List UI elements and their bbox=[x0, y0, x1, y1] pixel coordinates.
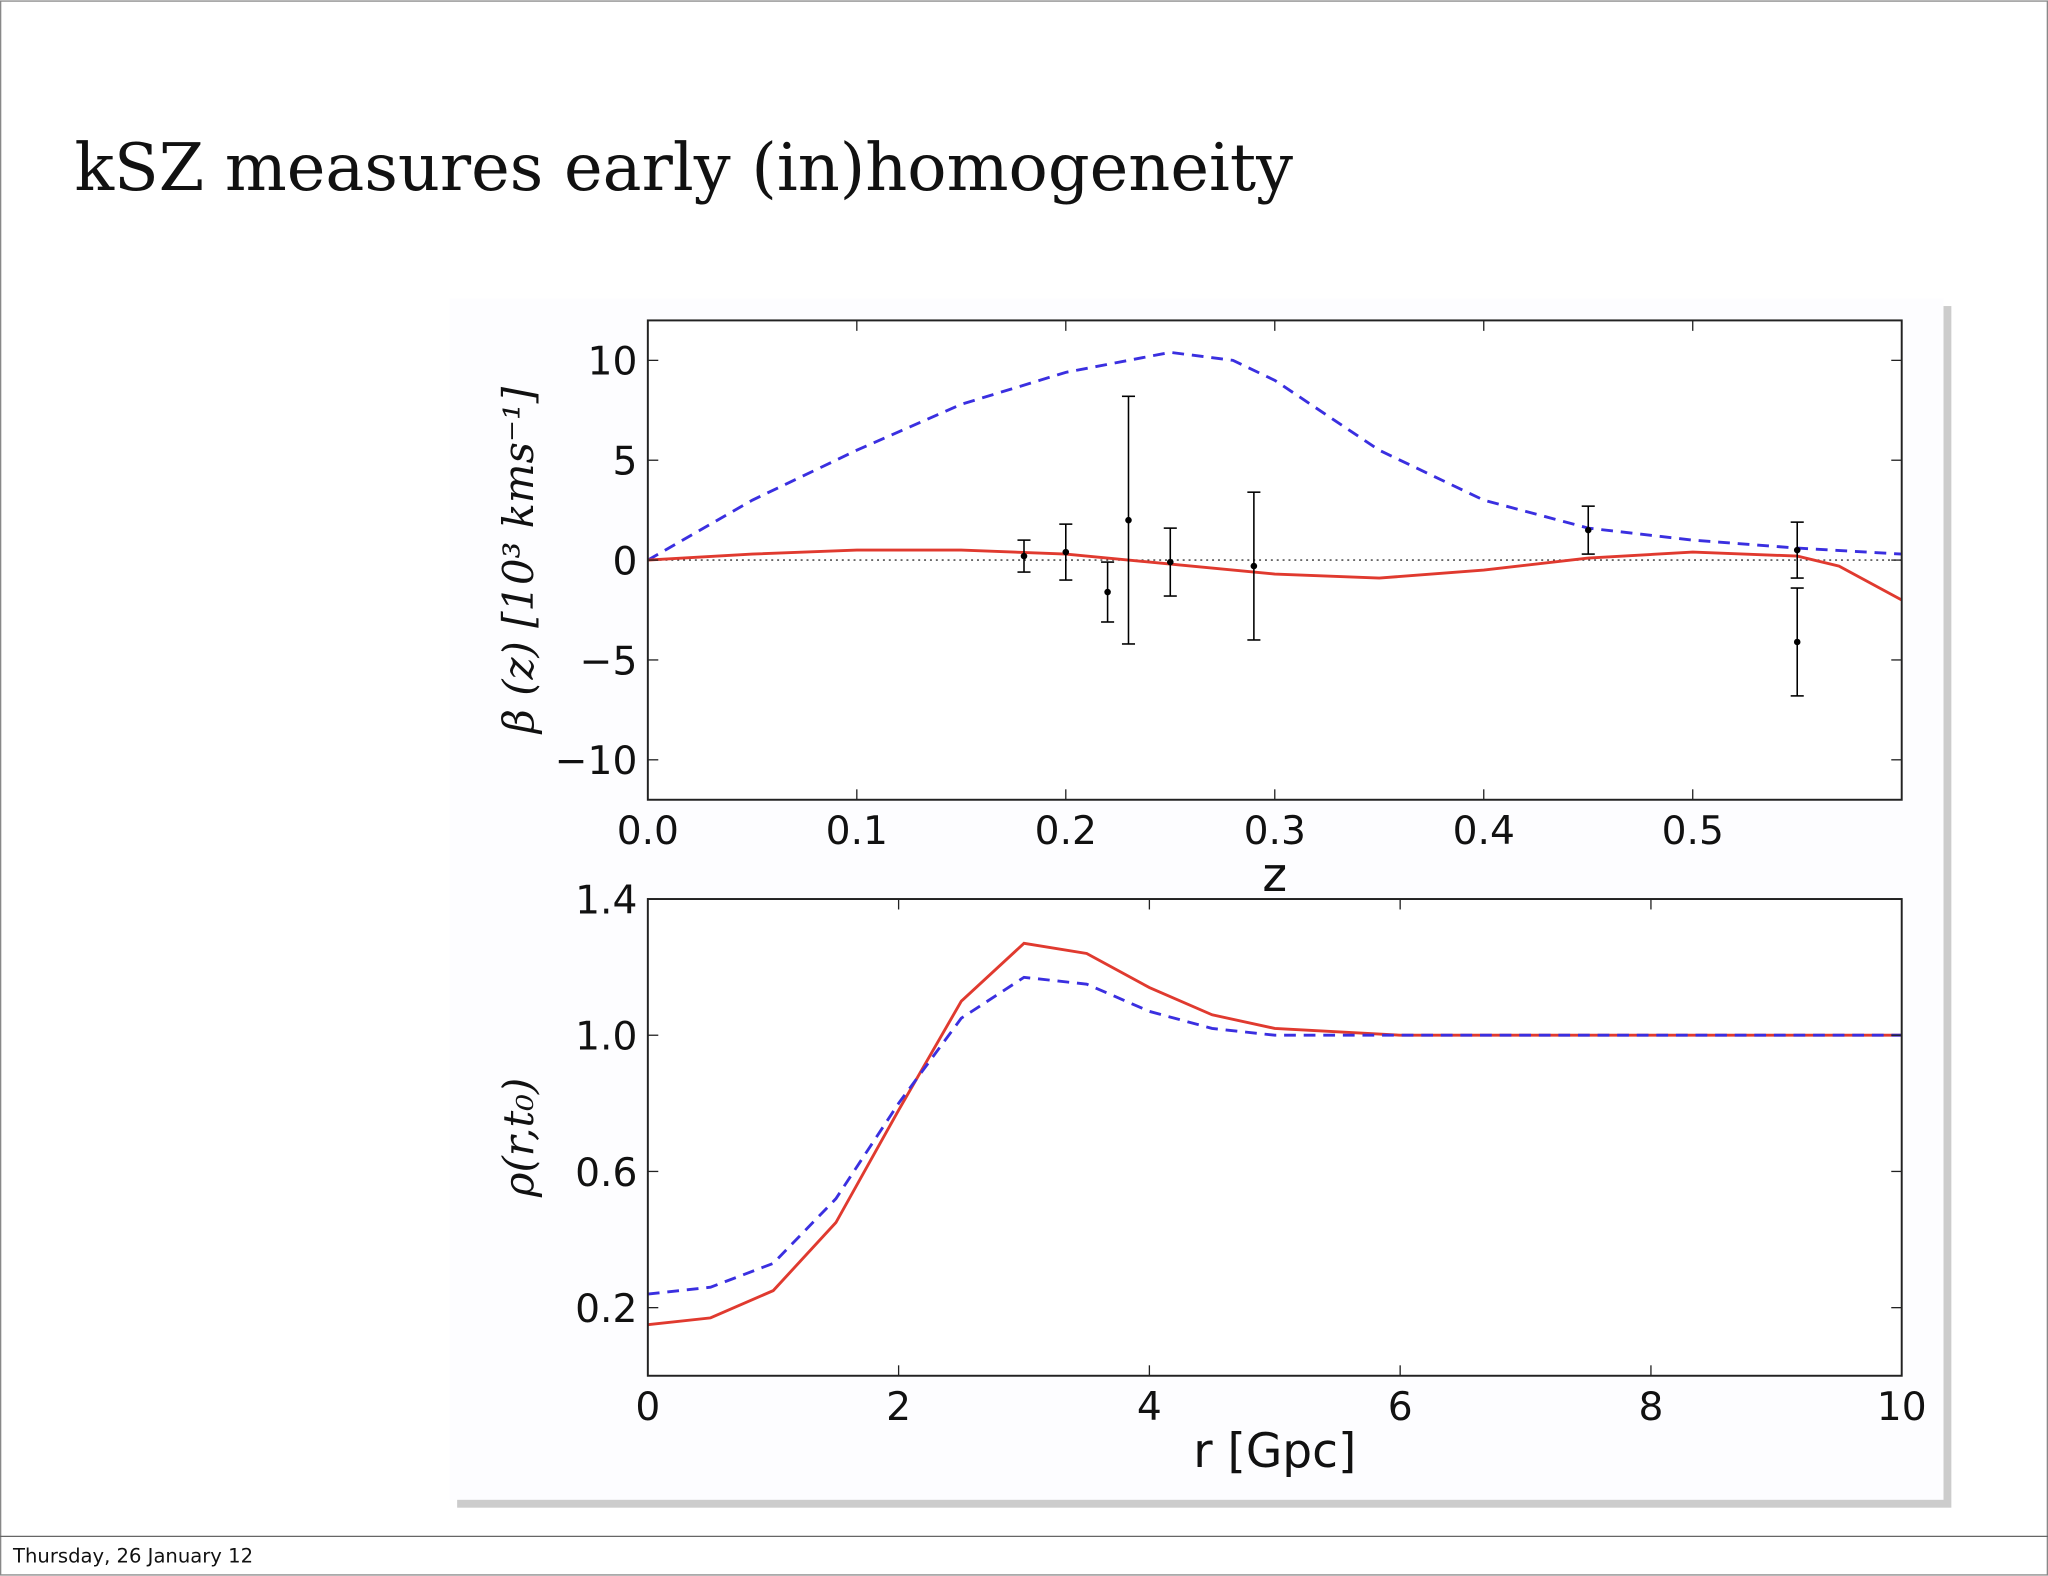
data-point bbox=[1793, 638, 1801, 646]
x-tick-label: 0.0 bbox=[617, 809, 679, 854]
x-tick-label: 4 bbox=[1137, 1385, 1162, 1430]
plot-area bbox=[647, 320, 1902, 800]
y-tick-label: 1.4 bbox=[575, 878, 637, 923]
series-line bbox=[647, 350, 1902, 562]
x-axis-label: z bbox=[1262, 848, 1287, 903]
x-tick-label: 2 bbox=[886, 1385, 911, 1430]
plots: 0.0 0.1 0.2 0.3 0.4 0.5 10 5 0 −5 −10 z β (z) [10³ k… bbox=[494, 319, 1927, 1479]
series-line bbox=[647, 941, 1902, 1327]
x-tick-label: 0 bbox=[635, 1385, 660, 1430]
plot-frame bbox=[646, 898, 1903, 1377]
series-line bbox=[647, 975, 1902, 1296]
y-axis-label: β (z) [10³ kms⁻¹] bbox=[494, 386, 543, 735]
x-tick-label: 0.2 bbox=[1035, 809, 1097, 854]
y-tick-label: −5 bbox=[580, 639, 638, 684]
y-tick-label: 1.0 bbox=[575, 1015, 637, 1060]
x-axis-label: r [Gpc] bbox=[1193, 1424, 1356, 1479]
data-point bbox=[1125, 516, 1132, 524]
data-point bbox=[1020, 552, 1028, 560]
x-tick-label: 0.1 bbox=[826, 809, 888, 854]
y-axis-label: ρ(r,t₀) bbox=[494, 1078, 543, 1198]
y-tick-label: 0.2 bbox=[575, 1287, 637, 1332]
x-tick-label: 0.4 bbox=[1453, 809, 1515, 854]
x-tick-label: 6 bbox=[1388, 1385, 1413, 1430]
data-point bbox=[1167, 558, 1174, 566]
data-point bbox=[1584, 526, 1592, 534]
slide-title: kSZ measures early (in)homogeneity bbox=[74, 130, 1293, 206]
y-tick-label: −10 bbox=[555, 739, 638, 784]
x-tick-label: 8 bbox=[1638, 1385, 1663, 1430]
x-tick-label: 10 bbox=[1877, 1385, 1927, 1430]
data-point bbox=[1104, 588, 1111, 596]
x-tick-label: 0.5 bbox=[1662, 809, 1724, 854]
y-tick-label: 0 bbox=[612, 539, 637, 584]
x-tick-label: 0.3 bbox=[1244, 809, 1306, 854]
series-line bbox=[647, 548, 1903, 602]
footer: Thursday, 26 January 12 bbox=[12, 1545, 253, 1568]
data-point bbox=[1250, 562, 1258, 570]
y-tick-label: 5 bbox=[612, 440, 637, 485]
y-tick-label: 10 bbox=[588, 340, 638, 385]
plot-area bbox=[647, 899, 1902, 1376]
y-tick-label: 0.6 bbox=[575, 1151, 637, 1196]
data-point bbox=[1062, 548, 1070, 556]
data-point bbox=[1793, 546, 1801, 554]
